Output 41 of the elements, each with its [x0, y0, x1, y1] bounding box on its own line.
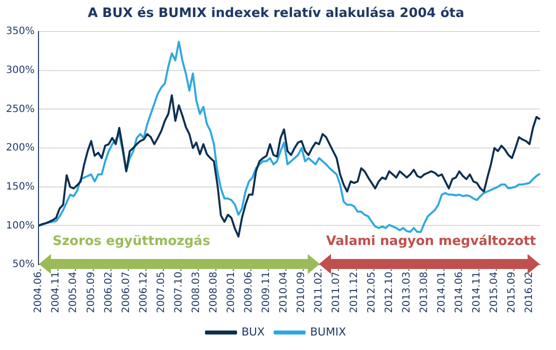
chart-title: A BUX és BUMIX indexek relatív alakulása 2004 óta [88, 6, 464, 22]
x-tick-label: 2004.11. [50, 268, 62, 313]
legend-label: BUX [242, 325, 266, 338]
x-tick-label: 2010.04. [278, 268, 290, 313]
x-tick-label: 2011.07. [331, 268, 342, 313]
x-tick-label: 2008.08. [208, 268, 220, 313]
x-tick-label: 2006.02. [103, 268, 114, 313]
x-tick-label: 2013.03. [401, 268, 412, 313]
x-tick-label: 2004.06. [33, 268, 44, 313]
x-tick-label: 2015.04. [489, 268, 500, 313]
x-tick-label: 2011.02. [314, 268, 325, 313]
legend-label: BUMIX [310, 325, 346, 338]
x-tick-label: 2014.11. [471, 268, 482, 313]
annotation: Valami nagyon megváltozott [326, 234, 536, 250]
x-tick-label: 2006.12. [138, 268, 150, 313]
x-tick-label: 2013.08. [418, 268, 430, 313]
x-tick-label: 2009.11. [261, 268, 272, 313]
x-tick-label: 2010.09. [296, 268, 308, 313]
x-tick-label: 2009.06. [244, 268, 255, 313]
x-tick-label: 2008.03. [190, 268, 202, 313]
y-tick-label: 200% [6, 142, 35, 154]
x-tick-label: 2009.01. [226, 268, 238, 313]
x-tick-label: 2014.06. [454, 268, 465, 313]
x-tick-label: 2015.09. [506, 268, 518, 313]
y-tick-label: 250% [6, 104, 35, 115]
x-tick-label: 2007.05. [156, 268, 167, 313]
y-tick-label: 50% [12, 259, 35, 270]
x-tick-label: 2011.12. [348, 268, 360, 313]
x-tick-label: 2005.09. [86, 268, 97, 313]
x-tick-label: 2016.02. [524, 268, 536, 313]
y-tick-label: 350% [6, 26, 35, 38]
x-tick-label: 2005.04. [68, 268, 80, 313]
y-tick-label: 300% [6, 65, 35, 76]
x-tick-label: 2006.07. [120, 268, 132, 313]
x-tick-label: 2014.01. [436, 268, 448, 313]
annotation: Szoros együttmozgás [52, 234, 210, 250]
y-tick-label: 150% [6, 181, 35, 192]
x-tick-label: 2012.05. [366, 268, 378, 313]
x-tick-label: 2012.10. [384, 268, 395, 313]
x-tick-label: 2007.10. [173, 268, 184, 313]
y-tick-label: 100% [6, 220, 35, 232]
